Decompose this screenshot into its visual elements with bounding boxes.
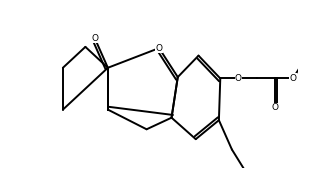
Text: O: O xyxy=(235,74,242,83)
Text: O: O xyxy=(271,103,278,112)
Text: O: O xyxy=(156,44,163,53)
Text: O: O xyxy=(91,34,98,43)
Text: O: O xyxy=(290,74,296,83)
